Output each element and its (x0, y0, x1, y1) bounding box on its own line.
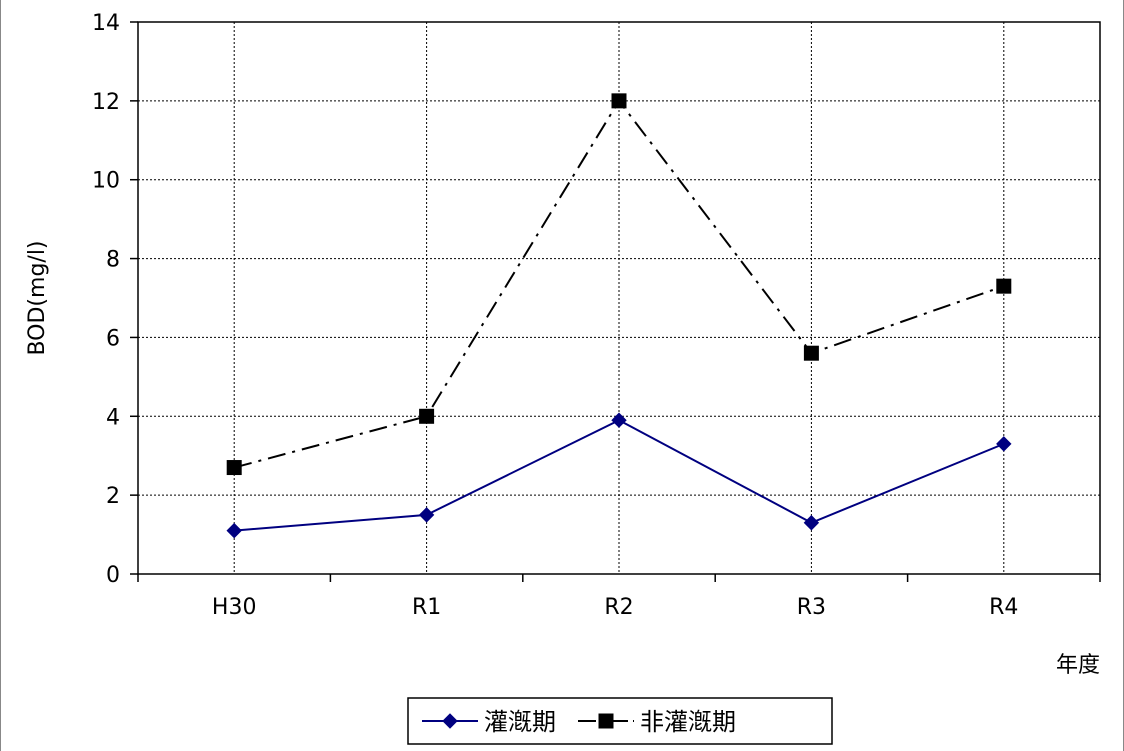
y-axis-label: BOD(mg/l) (25, 240, 50, 355)
data-point (803, 345, 819, 361)
data-point (996, 278, 1012, 294)
y-tick-label: 14 (92, 11, 120, 36)
x-tick-label: R2 (604, 595, 633, 620)
y-tick-label: 0 (106, 563, 120, 588)
y-tick-label: 10 (92, 169, 120, 194)
series-2 (226, 93, 1012, 476)
x-axis-label: 年度 (1056, 653, 1100, 678)
data-point (226, 522, 242, 539)
legend-marker (598, 713, 614, 729)
data-point (803, 515, 820, 531)
series-layer (226, 93, 1012, 539)
data-point (418, 507, 435, 523)
data-point (611, 412, 627, 428)
y-axis-ticks: 0 2 4 6 8 10 12 14 (92, 11, 138, 588)
y-tick-label: 12 (92, 90, 120, 115)
data-point (996, 436, 1012, 452)
legend-item-1: 灌漑期 (422, 708, 556, 736)
legend-label: 灌漑期 (484, 708, 556, 736)
y-tick-label: 2 (106, 484, 120, 509)
series-1 (226, 412, 1012, 539)
data-point (419, 408, 435, 424)
y-tick-label: 6 (106, 326, 120, 351)
data-point (611, 93, 627, 109)
legend-items: 灌漑期 非灌漑期 (422, 708, 736, 736)
y-tick-label: 4 (106, 405, 120, 430)
y-tick-label: 8 (106, 248, 120, 273)
x-tick-label: R1 (412, 595, 441, 620)
x-tick-label: R3 (797, 595, 826, 620)
legend: 灌漑期 非灌漑期 (407, 697, 833, 745)
data-point (226, 460, 242, 476)
x-axis-ticks: H30 R1 R2 R3 R4 (137, 574, 1101, 620)
legend-label: 非灌漑期 (640, 708, 736, 736)
plot-area (137, 21, 1101, 575)
x-tick-label: R4 (989, 595, 1018, 620)
legend-marker (442, 713, 458, 729)
legend-item-2: 非灌漑期 (578, 708, 736, 736)
x-tick-label: H30 (212, 595, 257, 620)
